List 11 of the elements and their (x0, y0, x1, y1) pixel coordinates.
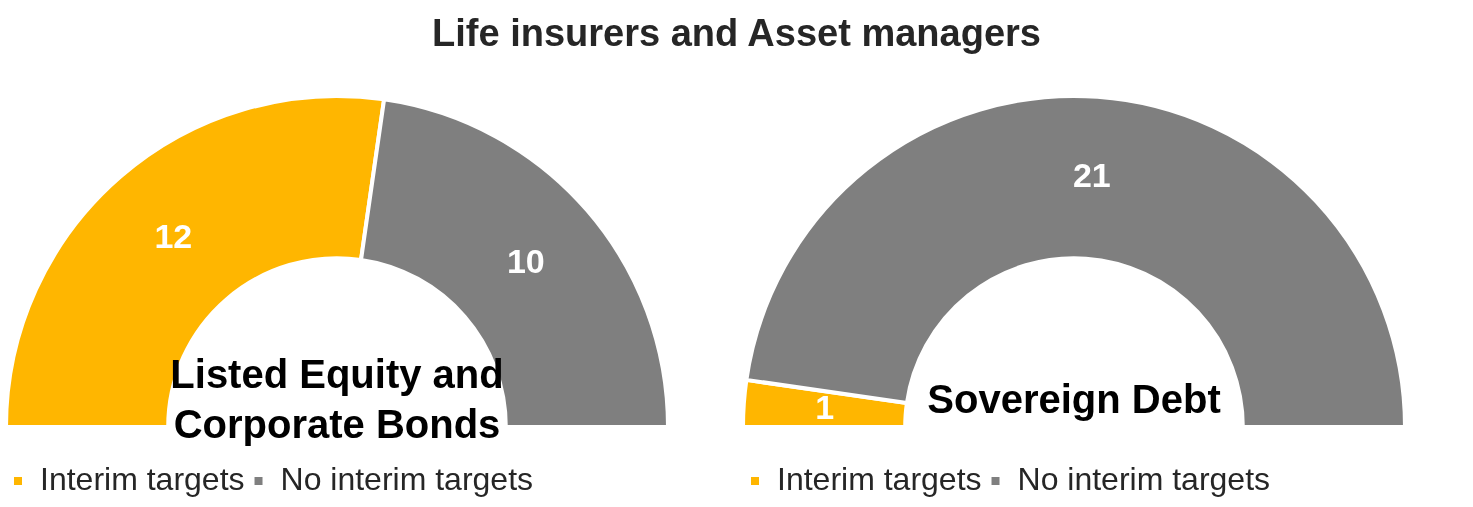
legend-label: Interim targets (40, 460, 245, 497)
legend-label: No interim targets (1017, 460, 1271, 497)
chart-title: Life insurers and Asset managers (431, 12, 1042, 55)
data-label: 12 (154, 216, 193, 255)
data-label: 10 (506, 241, 545, 280)
data-label: 21 (1072, 156, 1111, 195)
legend-label: Interim targets (777, 460, 982, 497)
text: Listed Equity and Corporate Bonds (170, 352, 504, 447)
text: Sovereign Debt (927, 377, 1221, 422)
legend-label: No interim targets (280, 460, 534, 497)
data-label: 1 (815, 387, 835, 426)
